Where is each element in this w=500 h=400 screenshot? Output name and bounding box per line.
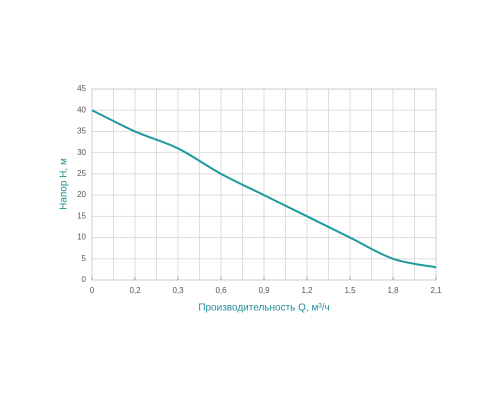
x-tick-label: 0,2 [129, 286, 141, 295]
y-tick-label: 20 [77, 190, 86, 199]
y-tick-label: 25 [77, 169, 86, 178]
y-tick-label: 15 [77, 211, 86, 220]
y-tick-label: 10 [77, 233, 86, 242]
x-tick-label: 1,5 [344, 286, 356, 295]
y-tick-label: 5 [82, 254, 87, 263]
y-tick-label: 45 [77, 84, 86, 93]
x-tick-label: 2,1 [430, 286, 442, 295]
x-tick-label: 1,2 [301, 286, 313, 295]
x-tick-label: 0,9 [258, 286, 270, 295]
x-axis-title: Производительность Q, м³/ч [198, 303, 329, 314]
series-line [91, 109, 437, 269]
x-tick-label: 0,3 [172, 286, 184, 295]
y-tick-label: 30 [77, 148, 86, 157]
x-tick-label: 0 [90, 286, 95, 295]
y-tick-label: 35 [77, 127, 86, 136]
x-tick-label: 0,6 [215, 286, 227, 295]
x-tick-label: 1,8 [387, 286, 399, 295]
y-tick-label: 40 [77, 105, 86, 114]
y-tick-label: 0 [82, 275, 87, 284]
y-axis-title: Напор H, м [59, 158, 70, 210]
